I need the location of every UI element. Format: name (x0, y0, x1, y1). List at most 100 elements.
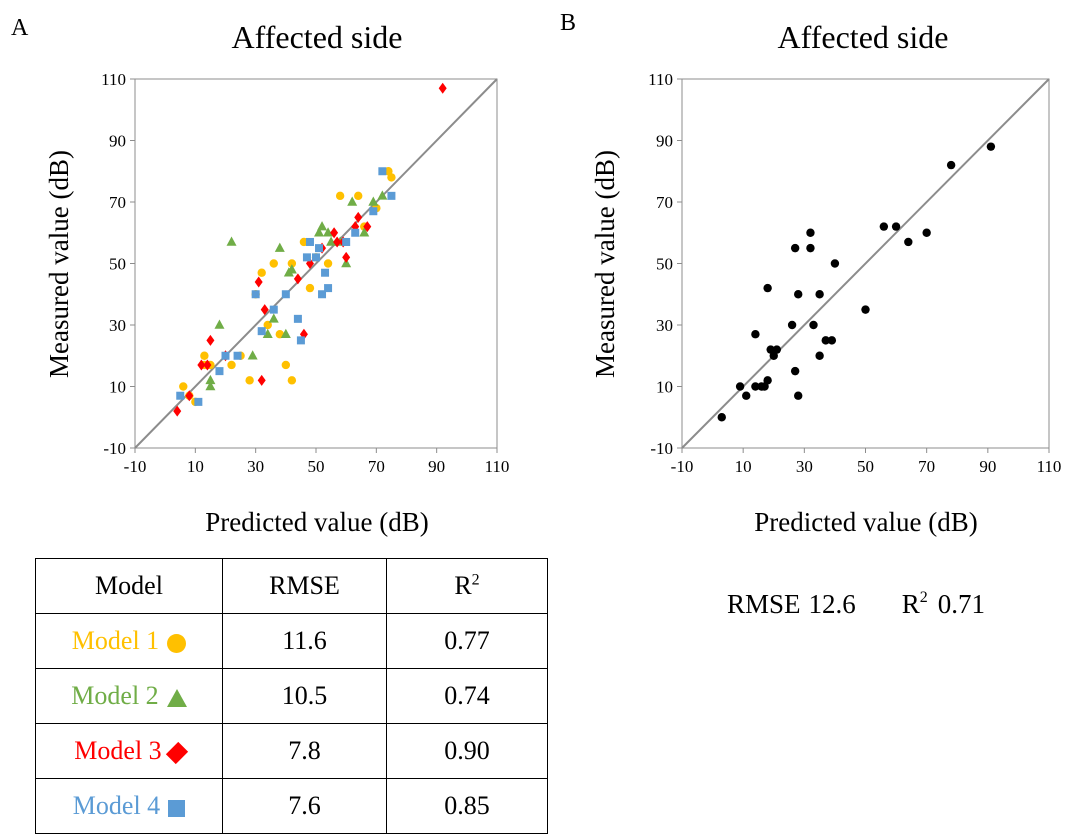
model-label: Model 4 (72, 791, 161, 820)
model-cell: Model 1 (35, 613, 223, 669)
plot-area-b: -10 10 30 50 70 90 110 -10 10 30 50 70 90 110 (648, 70, 1061, 476)
identity-line-b (681, 78, 1050, 449)
table-row-model-4: Model 4 7.6 0.85 (35, 778, 548, 834)
x-tick-label: 90 (979, 457, 996, 476)
data-point (378, 167, 387, 176)
model-table: Model RMSE R2 Model 1 11.6 0.77 Model 2 … (35, 558, 548, 834)
x-tick-label: 50 (308, 457, 325, 476)
y-tick-label: 50 (109, 255, 126, 274)
data-point (315, 244, 324, 253)
data-point (387, 191, 396, 200)
model-cell: Model 4 (35, 778, 223, 834)
data-point (815, 290, 824, 299)
data-point (257, 327, 266, 336)
x-tick-label: -10 (671, 457, 694, 476)
data-point (377, 190, 388, 200)
data-point (809, 320, 818, 330)
x-tick-label: 50 (857, 457, 874, 476)
data-point (317, 221, 328, 231)
data-point (173, 405, 182, 417)
data-point (922, 228, 931, 237)
data-point (227, 360, 236, 370)
data-point (280, 328, 291, 339)
diamond-icon (165, 741, 188, 765)
table-row-model-1: Model 1 11.6 0.77 (35, 613, 548, 669)
data-point (245, 376, 254, 385)
data-point (260, 304, 269, 316)
data-point (314, 227, 325, 237)
rmse-cell: 11.6 (222, 613, 387, 669)
data-point (861, 305, 870, 314)
table-row-model-2: Model 2 10.5 0.74 (35, 668, 548, 724)
data-point (305, 237, 314, 246)
data-point (185, 390, 194, 402)
data-point (233, 351, 242, 360)
data-point (287, 259, 297, 268)
table-header-row: Model RMSE R2 (35, 558, 548, 614)
data-point (286, 264, 297, 274)
data-point (333, 236, 342, 248)
data-point (197, 359, 206, 371)
data-point (751, 382, 760, 391)
data-point (312, 253, 320, 262)
plot-area-a: -10 10 30 50 70 90 110 -10 10 30 50 70 90 110 (101, 70, 509, 476)
data-point (305, 283, 315, 293)
series-a-2 (205, 190, 388, 391)
data-point (281, 360, 291, 370)
y-tick-label: 70 (109, 193, 126, 212)
y-tick-label: 110 (648, 70, 673, 89)
data-point (323, 259, 333, 268)
data-point (742, 391, 751, 400)
data-point (815, 351, 824, 360)
data-point (794, 391, 803, 400)
triangle-icon (166, 689, 187, 708)
data-point (794, 290, 803, 299)
y-tick-label: -10 (103, 439, 126, 458)
y-tick-label: 110 (101, 70, 126, 89)
data-point (347, 196, 358, 206)
x-tick-label: 30 (247, 457, 264, 476)
data-point (257, 268, 266, 277)
data-point (354, 191, 363, 201)
header-model: Model (35, 558, 223, 614)
data-point (986, 142, 996, 151)
data-point (179, 382, 188, 391)
data-point (287, 376, 297, 385)
data-point (302, 253, 311, 262)
data-point (205, 381, 216, 391)
r2-cell: 0.85 (386, 778, 548, 834)
header-rmse: RMSE (222, 558, 387, 614)
data-point (891, 222, 901, 231)
data-point (226, 236, 237, 246)
r2-label-b: R (902, 589, 920, 619)
y-tick-label: 10 (109, 378, 126, 397)
data-point (717, 413, 726, 422)
data-point (751, 330, 760, 339)
data-point (321, 268, 330, 277)
y-tick-label: 30 (656, 316, 673, 335)
x-tick-label: 10 (735, 457, 752, 476)
data-point (368, 196, 379, 206)
data-point (221, 351, 230, 360)
data-point (274, 242, 285, 252)
data-point (293, 314, 302, 323)
header-r2: R2 (386, 558, 548, 614)
y-axis-label-b: Measured value (dB) (590, 150, 620, 378)
data-point (269, 259, 278, 268)
data-point (904, 237, 913, 247)
data-point (354, 211, 363, 223)
data-point (176, 391, 185, 400)
circle-icon (167, 633, 187, 653)
data-point (205, 374, 216, 385)
data-point (296, 336, 305, 345)
data-point (203, 359, 212, 371)
panel-a: A Affected side Predicted value (dB) Mea… (11, 15, 509, 537)
y-tick-label: 90 (109, 132, 126, 151)
data-point (363, 221, 372, 233)
data-point (387, 173, 396, 182)
x-tick-label: -10 (124, 457, 147, 476)
identity-line-a (134, 78, 498, 449)
data-point (254, 276, 263, 288)
x-tick-label: 70 (918, 457, 935, 476)
data-point (269, 305, 278, 314)
